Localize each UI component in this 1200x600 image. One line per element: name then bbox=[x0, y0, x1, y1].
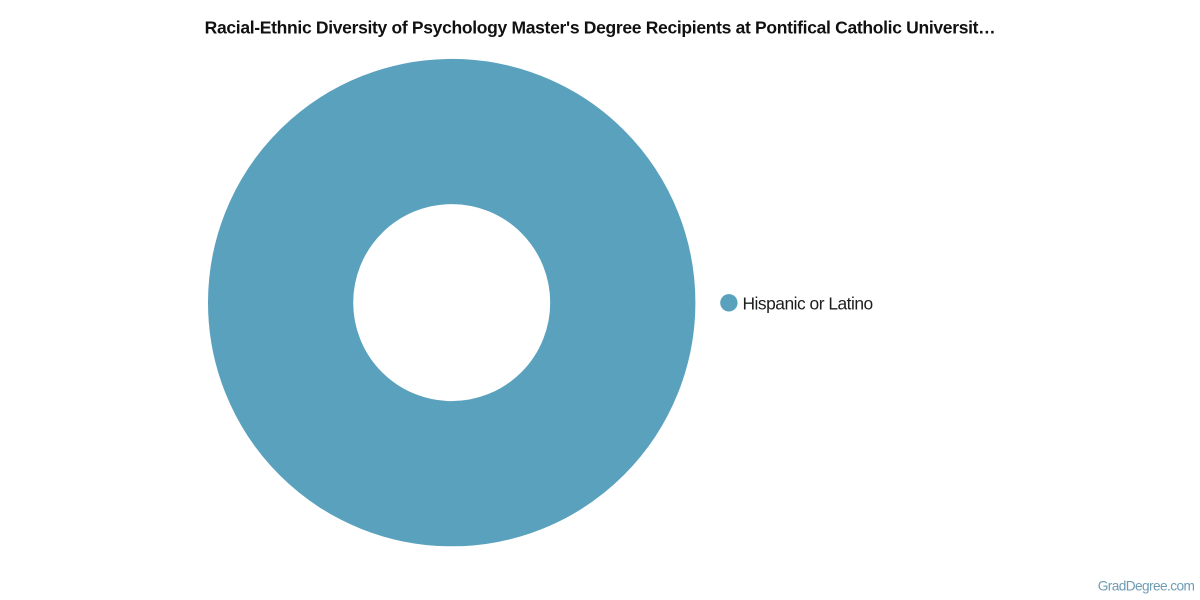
svg-text:Hispanic or Latino: Hispanic or Latino bbox=[743, 293, 873, 313]
svg-text:Racial-Ethnic Diversity of Psy: Racial-Ethnic Diversity of Psychology Ma… bbox=[205, 18, 996, 38]
svg-text:GradDegree.com: GradDegree.com bbox=[1098, 578, 1195, 593]
